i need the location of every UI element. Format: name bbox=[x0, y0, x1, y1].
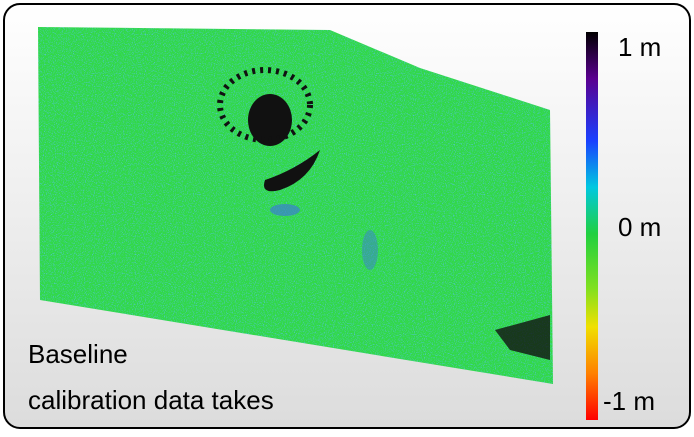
caption-line: Baseline bbox=[28, 339, 128, 369]
colorbar-label: -1 m bbox=[603, 386, 655, 416]
caption-line: calibration data takes bbox=[28, 385, 274, 415]
figure: 1 m 0 m -1 m Baseline calibration data t… bbox=[0, 0, 694, 432]
colorbar-label: 1 m bbox=[618, 32, 661, 62]
colorbar bbox=[586, 32, 598, 420]
blue-patch bbox=[362, 230, 378, 270]
page: 1 m 0 m -1 m Baseline calibration data t… bbox=[0, 0, 694, 432]
colorbar-label: 0 m bbox=[618, 212, 661, 242]
blue-patch bbox=[270, 204, 300, 216]
